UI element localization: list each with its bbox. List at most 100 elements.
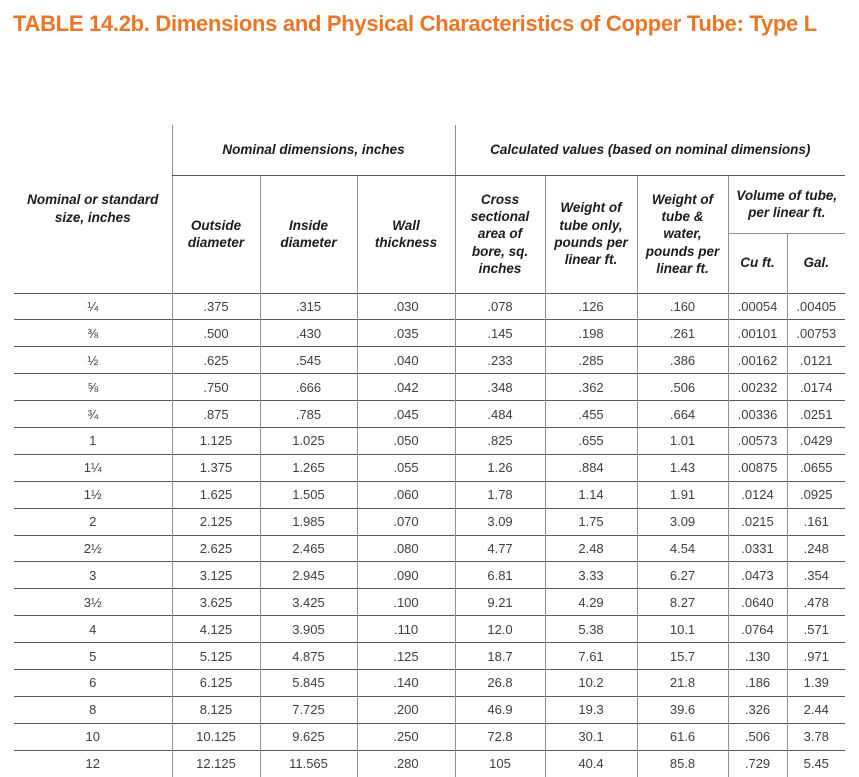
table-row: 12 12.125 11.565.280 105 40.4 85.8.729 5.45 <box>14 749 846 777</box>
cell-value: .0251 <box>786 400 846 428</box>
cell-value: 1.39 <box>786 668 846 697</box>
cell-nominal-size: 3 <box>14 561 172 589</box>
table-row: 1½ 1.625 1.505.060 1.78 1.14 1.91.0124.0925 <box>14 480 846 509</box>
header-wall-thickness: Wall thickness <box>356 175 456 293</box>
cell-value: 3.425 <box>259 588 357 616</box>
cell-value: 5.845 <box>259 668 357 697</box>
cell-value: .045 <box>356 400 456 428</box>
cell-value: .126 <box>544 292 638 320</box>
cell-value: .315 <box>259 292 357 320</box>
cell-nominal-size: 2½ <box>14 534 172 562</box>
cell-value: .090 <box>356 561 456 589</box>
cell-value: .875 <box>171 400 260 428</box>
cell-value: 1.01 <box>636 426 729 455</box>
cell-value: 9.21 <box>454 588 546 616</box>
table-row: 1¼ 1.375 1.265.055 1.26.884 1.43.00875.0655 <box>14 453 846 482</box>
cell-value: .035 <box>356 319 456 347</box>
cell-value: .386 <box>636 346 729 374</box>
cell-value: 5.45 <box>786 749 846 777</box>
cell-value: .198 <box>544 319 638 347</box>
header-gal: Gal. <box>786 233 846 293</box>
cell-value: 2.48 <box>544 534 638 562</box>
cell-value: .125 <box>356 642 456 670</box>
cell-value: 7.61 <box>544 642 638 670</box>
cell-value: 10.1 <box>636 615 729 643</box>
cell-value: .160 <box>636 292 729 320</box>
cell-value: .0174 <box>786 373 846 401</box>
cell-value: 4.125 <box>171 615 260 643</box>
table-row: 6 6.125 5.845.140 26.8 10.2 21.8.186 1.39 <box>14 668 846 697</box>
table-row: 3 3.125 2.945.090 6.81 3.33 6.27.0473.354 <box>14 561 846 589</box>
cell-value: .0473 <box>727 561 788 589</box>
cell-value: 3.33 <box>544 561 638 589</box>
header-group-row: Nominal or standard size, inches Nominal… <box>14 125 846 225</box>
table-row: 8 8.125 7.725.200 46.9 19.3 39.6.326 2.44 <box>14 695 846 724</box>
cell-value: 1.43 <box>636 453 729 482</box>
table-body: ¼ .375.315.030.078.126.160.00054.00405 ⅜ .5… <box>14 292 846 777</box>
cell-nominal-size: ½ <box>14 346 172 374</box>
table-row: ½ .625.545.040.233.285.386.00162.0121 <box>14 346 846 374</box>
header-cu-ft: Cu ft. <box>727 233 788 293</box>
table-row: ⅝ .750.666.042.348.362.506.00232.0174 <box>14 373 846 401</box>
cell-value: .080 <box>356 534 456 562</box>
table-header: Nominal or standard size, inches Nominal… <box>14 125 846 293</box>
cell-value: 18.7 <box>454 642 546 670</box>
cell-nominal-size: 10 <box>14 722 172 751</box>
cell-value: 6.125 <box>171 668 260 697</box>
cell-value: 3.625 <box>171 588 260 616</box>
cell-value: .050 <box>356 426 456 455</box>
cell-value: .00101 <box>727 319 788 347</box>
cell-value: .280 <box>356 749 456 777</box>
cell-value: .00054 <box>727 292 788 320</box>
cell-value: 19.3 <box>544 695 638 724</box>
cell-value: .0331 <box>727 534 788 562</box>
cell-value: 26.8 <box>454 668 546 697</box>
table-row: 3½ 3.625 3.425.100 9.21 4.29 8.27.0640.478 <box>14 588 846 616</box>
table-row: ⅜ .500.430.035.145.198.261.00101.00753 <box>14 319 846 347</box>
table-row: 2 2.125 1.985.070 3.09 1.75 3.09.0215.161 <box>14 507 846 536</box>
cell-value: .186 <box>727 668 788 697</box>
cell-value: .233 <box>454 346 546 374</box>
cell-value: .0640 <box>727 588 788 616</box>
cell-value: 15.7 <box>636 642 729 670</box>
cell-value: .055 <box>356 453 456 482</box>
cell-value: .545 <box>259 346 357 374</box>
cell-value: .506 <box>727 722 788 751</box>
cell-value: 4.77 <box>454 534 546 562</box>
cell-value: .078 <box>454 292 546 320</box>
cell-value: 1.505 <box>259 480 357 509</box>
header-weight-tube-only: Weight of tube only, pounds per linear f… <box>544 175 638 293</box>
cell-value: .248 <box>786 534 846 562</box>
cell-value: .750 <box>171 373 260 401</box>
cell-value: 8.125 <box>171 695 260 724</box>
cell-value: 2.125 <box>171 507 260 536</box>
cell-value: 5.38 <box>544 615 638 643</box>
cell-value: 1.025 <box>259 426 357 455</box>
cell-value: .00405 <box>786 292 846 320</box>
cell-value: .00336 <box>727 400 788 428</box>
header-weight-tube-water: Weight of tube & water, pounds per linea… <box>636 175 729 293</box>
cell-value: .145 <box>454 319 546 347</box>
page-title: TABLE 14.2b. Dimensions and Physical Cha… <box>13 11 817 36</box>
cell-value: .261 <box>636 319 729 347</box>
cell-value: .200 <box>356 695 456 724</box>
cell-nominal-size: 8 <box>14 695 172 724</box>
cell-value: 1.125 <box>171 426 260 455</box>
cell-value: 1.26 <box>454 453 546 482</box>
cell-value: 40.4 <box>544 749 638 777</box>
cell-value: .500 <box>171 319 260 347</box>
header-sub-row: Outside diameter Inside diameter Wall th… <box>14 175 846 293</box>
cell-nominal-size: 2 <box>14 507 172 536</box>
header-inside-diameter: Inside diameter <box>259 175 357 293</box>
header-cross-sectional-area: Cross sectional area of bore, sq. inches <box>454 175 546 293</box>
cell-value: 4.54 <box>636 534 729 562</box>
cell-value: .348 <box>454 373 546 401</box>
table-row: 2½ 2.625 2.465.080 4.77 2.48 4.54.0331.248 <box>14 534 846 562</box>
cell-value: .884 <box>544 453 638 482</box>
cell-value: 1.14 <box>544 480 638 509</box>
cell-value: .042 <box>356 373 456 401</box>
cell-value: .130 <box>727 642 788 670</box>
cell-value: .285 <box>544 346 638 374</box>
header-group-calculated-values: Calculated values (based on nominal dime… <box>454 125 846 176</box>
cell-nominal-size: ¼ <box>14 292 172 320</box>
